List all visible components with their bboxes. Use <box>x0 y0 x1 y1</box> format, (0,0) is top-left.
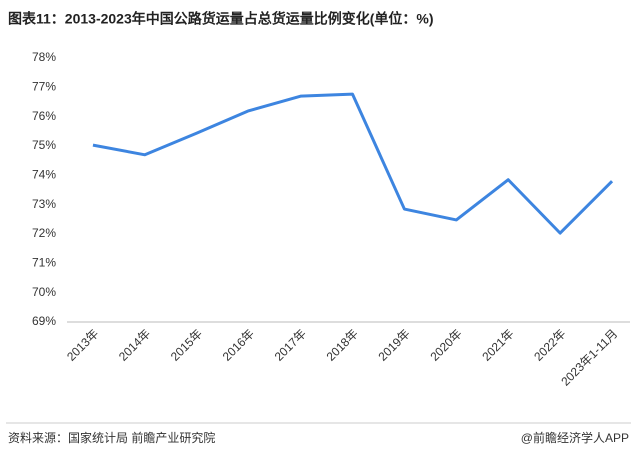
y-tick-label: 73% <box>32 197 56 211</box>
x-tick-label: 2017年 <box>272 326 309 363</box>
x-tick-label: 2020年 <box>427 326 464 363</box>
y-tick-label: 75% <box>32 138 56 152</box>
y-tick-label: 69% <box>32 314 56 328</box>
x-tick-label: 2019年 <box>376 326 413 363</box>
y-tick-label: 72% <box>32 226 56 240</box>
x-tick-label: 2014年 <box>116 326 153 363</box>
line <box>92 92 614 235</box>
chart-title: 图表11：2013-2023年中国公路货运量占总货运量比例变化(单位：%) <box>8 11 434 27</box>
y-tick-label: 77% <box>32 80 56 94</box>
y-tick-label: 78% <box>32 50 56 64</box>
x-tick-label: 2022年 <box>531 326 568 363</box>
x-tick-label: 2018年 <box>324 326 361 363</box>
source: 资料来源：国家统计局 前瞻产业研究院 <box>8 430 215 445</box>
x-tick-label: 2021年 <box>479 326 516 363</box>
x-tick-label: 2013年 <box>64 326 101 363</box>
x-tick-label: 2016年 <box>220 326 257 363</box>
y-tick-label: 74% <box>32 168 56 182</box>
brand: @前瞻经济学人APP <box>521 430 629 445</box>
y-tick-label: 71% <box>32 256 56 270</box>
y-tick-label: 76% <box>32 109 56 123</box>
y-tick-label: 70% <box>32 285 56 299</box>
x-tick-label: 2015年 <box>168 326 205 363</box>
